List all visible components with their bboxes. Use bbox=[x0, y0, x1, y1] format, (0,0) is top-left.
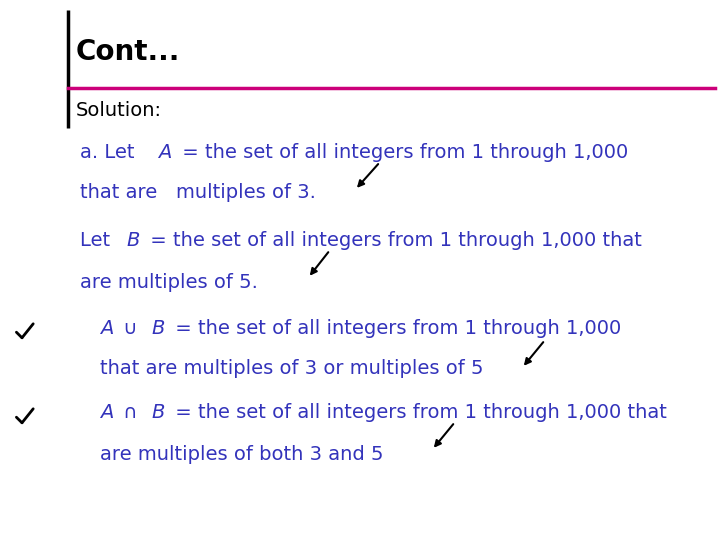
Text: = the set of all integers from 1 through 1,000: = the set of all integers from 1 through… bbox=[176, 143, 628, 161]
Text: ∪: ∪ bbox=[117, 319, 144, 338]
Text: that are multiples of 3 or multiples of 5: that are multiples of 3 or multiples of … bbox=[100, 359, 484, 377]
Text: Cont...: Cont... bbox=[76, 38, 181, 66]
Text: A: A bbox=[100, 319, 113, 338]
Text: that are   multiples of 3.: that are multiples of 3. bbox=[80, 184, 316, 202]
Text: are multiples of 5.: are multiples of 5. bbox=[80, 273, 258, 292]
Text: B: B bbox=[152, 403, 165, 422]
Text: B: B bbox=[152, 319, 165, 338]
Text: Let: Let bbox=[80, 231, 117, 249]
Text: ∩: ∩ bbox=[117, 403, 144, 422]
Text: = the set of all integers from 1 through 1,000 that: = the set of all integers from 1 through… bbox=[169, 403, 667, 422]
Text: B: B bbox=[127, 231, 140, 249]
Text: = the set of all integers from 1 through 1,000 that: = the set of all integers from 1 through… bbox=[144, 231, 642, 249]
Text: a. Let: a. Let bbox=[80, 143, 140, 161]
Text: A: A bbox=[100, 403, 113, 422]
Text: Solution:: Solution: bbox=[76, 100, 162, 119]
Text: = the set of all integers from 1 through 1,000: = the set of all integers from 1 through… bbox=[169, 319, 621, 338]
Text: are multiples of both 3 and 5: are multiples of both 3 and 5 bbox=[100, 446, 384, 464]
Text: A: A bbox=[158, 143, 172, 161]
